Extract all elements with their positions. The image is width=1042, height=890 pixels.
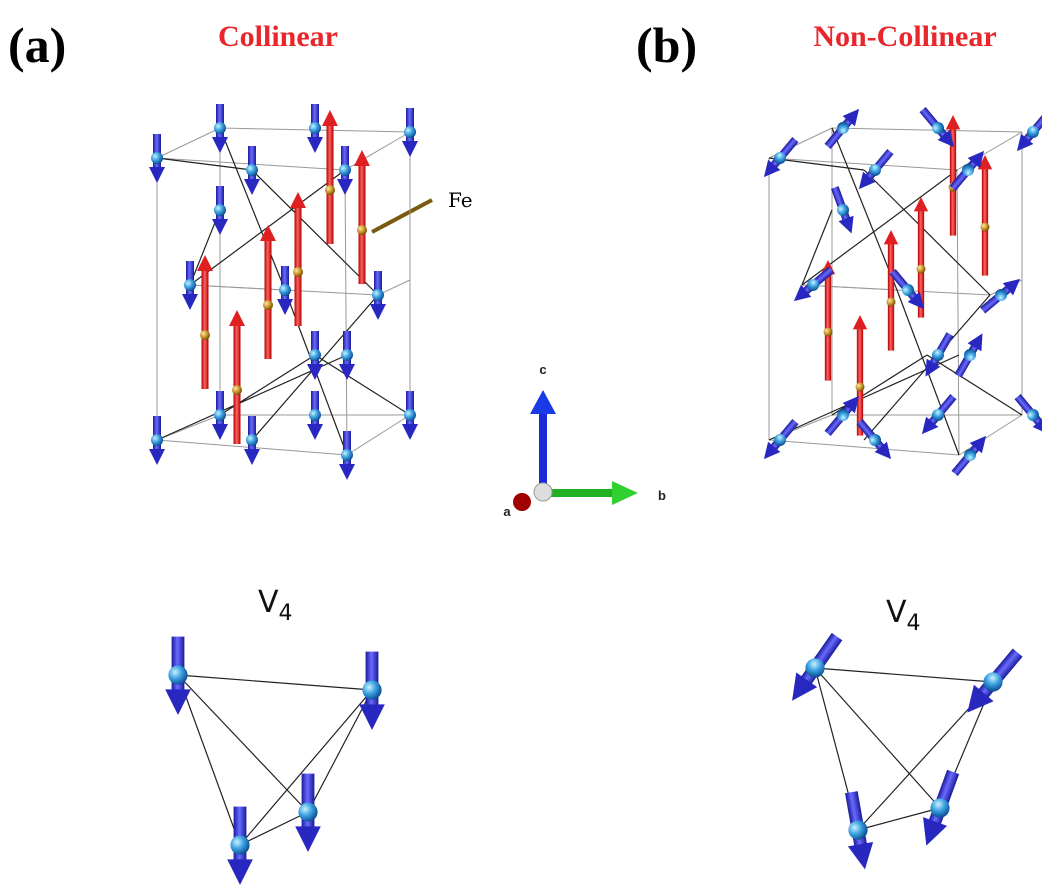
v-moment bbox=[149, 134, 165, 183]
v-moment bbox=[370, 271, 386, 320]
v-moment bbox=[853, 146, 897, 194]
motif-subscript: 4 bbox=[279, 601, 293, 626]
v-moment bbox=[165, 637, 191, 715]
v-moment bbox=[821, 104, 865, 152]
v-moment bbox=[951, 329, 989, 379]
cell-edge bbox=[959, 415, 1022, 455]
v-moment bbox=[853, 416, 897, 464]
motif-subscript: 4 bbox=[907, 611, 921, 636]
cell-edge bbox=[157, 128, 220, 158]
fe-moment bbox=[354, 150, 370, 284]
atom-label: Fe bbox=[448, 188, 473, 212]
v-moment bbox=[402, 108, 418, 157]
cell-edge bbox=[347, 415, 410, 455]
v-moment bbox=[212, 104, 228, 153]
motif-label: V4 bbox=[886, 595, 921, 636]
cell-edge bbox=[769, 158, 957, 170]
v-moment bbox=[782, 629, 848, 708]
fe-moment bbox=[978, 155, 992, 276]
v-moment bbox=[758, 416, 802, 464]
v-moment bbox=[1011, 108, 1042, 156]
axis-gizmo: c a b bbox=[503, 362, 666, 519]
v-moment bbox=[339, 431, 355, 480]
cell-edge bbox=[345, 132, 410, 170]
v-moment bbox=[839, 790, 878, 872]
fe-moment bbox=[853, 315, 867, 436]
v-moment bbox=[227, 807, 253, 885]
fe-moment bbox=[229, 310, 245, 444]
fe-moment bbox=[290, 192, 306, 326]
axis-label: b bbox=[658, 488, 666, 503]
cell-edge bbox=[832, 128, 1022, 132]
v-moment bbox=[244, 146, 260, 195]
motif-symbol: V bbox=[258, 585, 279, 620]
panel-title: Collinear bbox=[218, 20, 338, 53]
figure: (a) Collinear (b) Non-Collinear Fe c a b… bbox=[0, 0, 1042, 890]
v-moment bbox=[402, 391, 418, 440]
v-moment bbox=[212, 186, 228, 235]
v-moment bbox=[307, 391, 323, 440]
leader-line bbox=[372, 200, 432, 232]
cell-edge bbox=[345, 170, 347, 455]
fe-moment bbox=[197, 255, 213, 389]
bond bbox=[178, 675, 372, 690]
motif-symbol: V bbox=[886, 595, 907, 630]
v-moment bbox=[149, 416, 165, 465]
v-moment bbox=[295, 774, 321, 852]
v-moment bbox=[919, 330, 957, 380]
v-moment bbox=[337, 146, 353, 195]
panel-label: (b) bbox=[636, 17, 697, 73]
bond bbox=[157, 158, 252, 170]
v-moment bbox=[307, 331, 323, 380]
v-moment bbox=[758, 134, 802, 182]
bond bbox=[815, 668, 993, 682]
v-moment bbox=[182, 261, 198, 310]
v-moment bbox=[212, 391, 228, 440]
v-moment bbox=[914, 768, 965, 850]
v-moment bbox=[359, 652, 385, 730]
panel-label: (a) bbox=[8, 17, 66, 73]
bond bbox=[178, 675, 240, 845]
axis-label: c bbox=[539, 362, 546, 377]
axis-label: a bbox=[503, 504, 511, 519]
v-moment bbox=[244, 416, 260, 465]
cell-edge bbox=[957, 170, 959, 455]
v-moment bbox=[277, 266, 293, 315]
fe-moment bbox=[260, 225, 276, 359]
panel-title: Non-Collinear bbox=[813, 20, 996, 53]
bond bbox=[864, 170, 990, 295]
bond bbox=[315, 355, 410, 415]
v-moment bbox=[307, 104, 323, 153]
motif-label: V4 bbox=[258, 585, 293, 626]
bond bbox=[178, 675, 308, 812]
cell-edge bbox=[769, 440, 959, 455]
v-moment bbox=[339, 331, 355, 380]
